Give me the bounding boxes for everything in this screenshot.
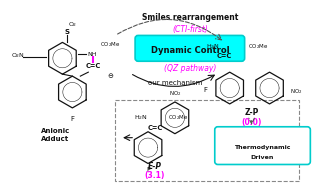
Text: C=C: C=C bbox=[217, 53, 232, 59]
Text: NH: NH bbox=[87, 52, 97, 57]
Text: F: F bbox=[70, 116, 74, 122]
Text: C=C: C=C bbox=[147, 125, 163, 131]
Text: E-P: E-P bbox=[148, 162, 162, 170]
Text: ⊖: ⊖ bbox=[107, 73, 113, 79]
Text: NO$_2$: NO$_2$ bbox=[169, 89, 181, 98]
Text: H$_2$N: H$_2$N bbox=[134, 113, 148, 122]
Text: O$_2$: O$_2$ bbox=[68, 20, 77, 29]
Text: Driven: Driven bbox=[251, 155, 274, 160]
FancyBboxPatch shape bbox=[135, 35, 245, 61]
Text: (CTI-first): (CTI-first) bbox=[172, 25, 208, 33]
Text: CO$_2$Me: CO$_2$Me bbox=[168, 113, 189, 122]
Text: Adduct: Adduct bbox=[41, 136, 70, 142]
Text: Anionic: Anionic bbox=[41, 128, 70, 134]
Text: (0.0): (0.0) bbox=[241, 118, 262, 127]
Text: CO$_2$Me: CO$_2$Me bbox=[248, 42, 268, 51]
Text: Smiles rearrangement: Smiles rearrangement bbox=[142, 13, 238, 22]
Text: S: S bbox=[65, 29, 70, 36]
Text: F: F bbox=[146, 167, 150, 174]
Text: Dynamic Control: Dynamic Control bbox=[151, 46, 229, 55]
Text: CO$_2$Me: CO$_2$Me bbox=[100, 40, 121, 49]
Text: F: F bbox=[204, 87, 208, 93]
Text: H$_2$N: H$_2$N bbox=[206, 42, 220, 51]
Text: O$_2$N: O$_2$N bbox=[11, 51, 25, 60]
Text: NO$_2$: NO$_2$ bbox=[290, 88, 303, 96]
Text: (3.1): (3.1) bbox=[145, 171, 165, 180]
Text: Z-P: Z-P bbox=[244, 108, 259, 117]
Text: our mechanism: our mechanism bbox=[148, 80, 202, 86]
Text: Thermodynamic: Thermodynamic bbox=[234, 145, 291, 150]
FancyBboxPatch shape bbox=[215, 127, 310, 164]
Text: (QZ pathway): (QZ pathway) bbox=[164, 64, 216, 73]
Text: C=C: C=C bbox=[86, 63, 101, 69]
